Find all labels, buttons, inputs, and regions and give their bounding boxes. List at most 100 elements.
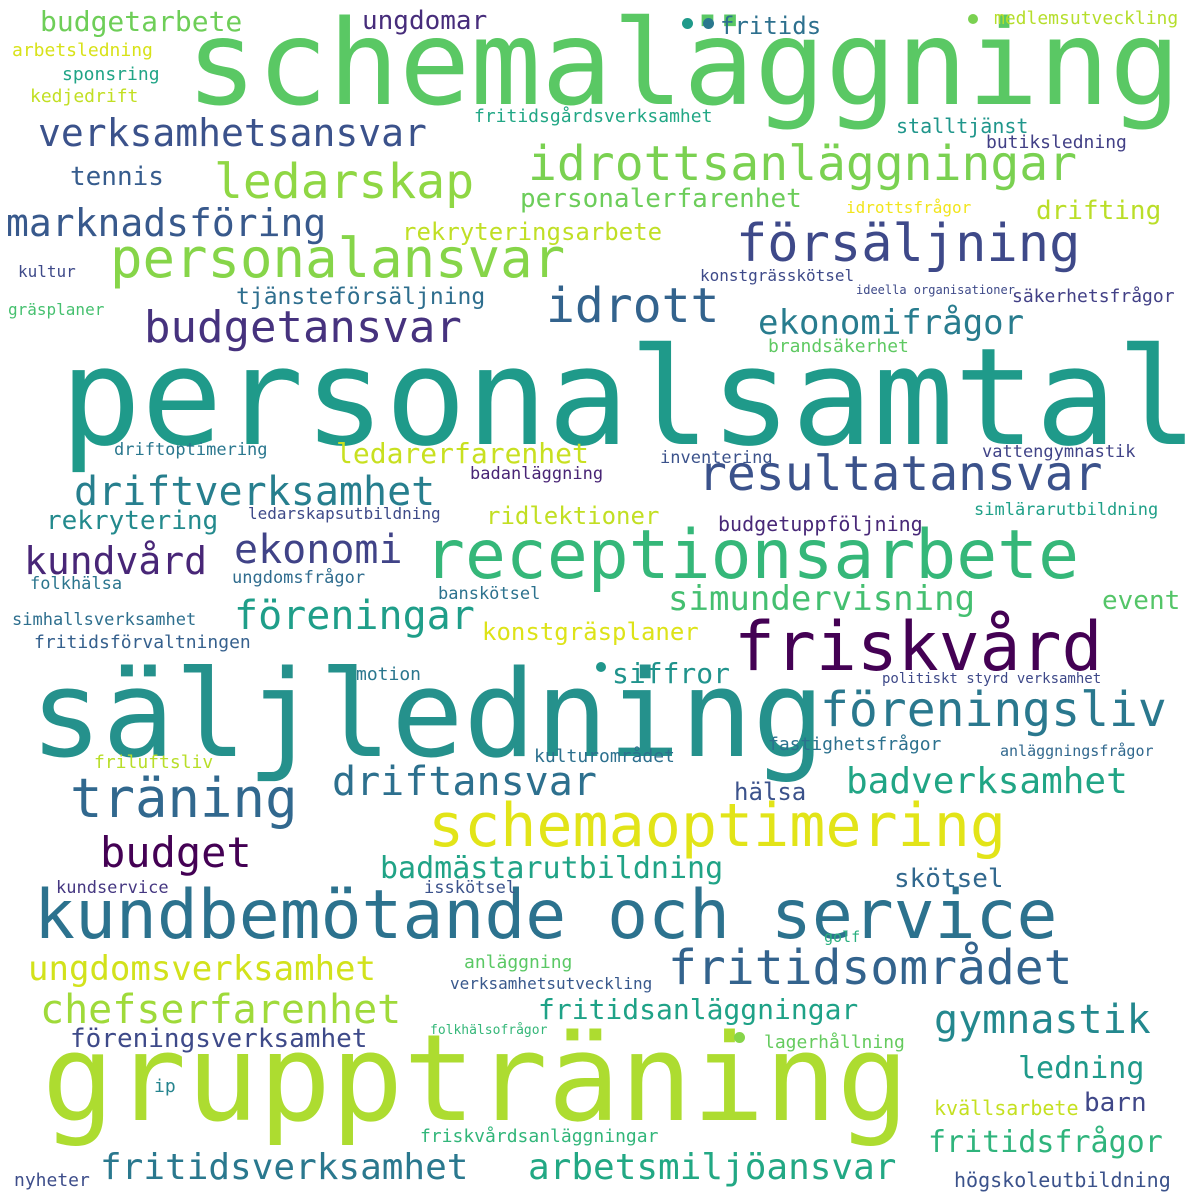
word-golf: golf [824, 928, 861, 946]
word-butiksledning: butiksledning [986, 132, 1127, 153]
word-grasplaner: gräsplaner [8, 300, 105, 319]
word-foreningar: föreningar [234, 593, 475, 639]
word-drifting: drifting [1036, 196, 1162, 226]
word-rekrytering: rekrytering [46, 506, 219, 536]
word-konstgrasskotsel: konstgrässkötsel [700, 266, 855, 285]
word-siffror: siffror [612, 657, 731, 690]
word-kedjedrift: kedjedrift [30, 86, 139, 107]
word-ledarskapsutbildning: ledarskapsutbildning [248, 504, 441, 523]
word-konstgrasplaner: konstgräsplaner [482, 618, 699, 646]
word-schemaoptimering: schemaoptimering [428, 791, 1006, 861]
word-driftansvar: driftansvar [332, 759, 597, 805]
word-arbetsmiljoansvar: arbetsmiljöansvar [528, 1147, 897, 1188]
word-vattengymnastik: vattengymnastik [982, 442, 1136, 462]
word-verksamhetsutveckling: verksamhetsutveckling [450, 974, 653, 993]
word-kundservice: kundservice [56, 878, 169, 898]
word-driftoptimering: driftoptimering [114, 440, 268, 460]
word-barn: barn [1084, 1088, 1147, 1118]
word-stalltjanst: stalltjänst [896, 114, 1029, 138]
word-simhallsverksamhet: simhallsverksamhet [12, 610, 197, 630]
word-kulturomradet: kulturområdet [534, 746, 675, 767]
word-event: event [1102, 586, 1181, 616]
word-simlararutbildning: simlärarutbildning [974, 500, 1159, 520]
word-foreningsverksamhet: föreningsverksamhet [70, 1024, 368, 1054]
word-fritidsanlaggningar: fritidsanläggningar [538, 993, 859, 1026]
word-fritidsfragor: fritidsfrågor [928, 1125, 1163, 1160]
word-sakerhetsfragor: säkerhetsfrågor [1012, 286, 1175, 307]
word-fritidsverksamhet: fritidsverksamhet [100, 1147, 469, 1188]
word-saljledning: säljledning [30, 646, 825, 785]
word-grupptraning: gruppträning [42, 1010, 909, 1149]
word-arbetsledning: arbetsledning [12, 40, 153, 61]
dot [703, 18, 714, 29]
word-badanlaggning: badanläggning [470, 464, 604, 484]
word-ungdomsverksamhet: ungdomsverksamhet [28, 949, 376, 989]
word-friskvard: friskvård [734, 608, 1103, 687]
word-idrottsanlaggningar: idrottsanläggningar [528, 136, 1078, 192]
word-fritidsomradet: fritidsområdet [668, 940, 1073, 996]
word-friskvardsanlaggningar: friskvårdsanläggningar [420, 1126, 659, 1147]
word-rekryteringsarbete: rekryteringsarbete [402, 218, 663, 246]
word-resultatansvar: resultatansvar [698, 446, 1103, 502]
word-fritidsgardsverksamhet: fritidsgårdsverksamhet [474, 106, 713, 127]
word-personalsamtal: personalsamtal [60, 319, 1198, 476]
word-ekonomifragor: ekonomifrågor [758, 303, 1025, 343]
word-halsa: hälsa [734, 778, 807, 806]
word-forsaljning: försäljning [736, 214, 1081, 274]
dot [968, 14, 978, 24]
word-fritids: fritids [720, 12, 822, 40]
word-driftverksamhet: driftverksamhet [74, 469, 436, 515]
word-politiskt-styrd-verksamhet: politiskt styrd verksamhet [882, 671, 1102, 687]
word-anlaggningsfragor: anläggningsfrågor [1000, 742, 1154, 760]
word-gymnastik: gymnastik [934, 997, 1151, 1043]
word-anlaggning: anläggning [464, 952, 573, 973]
word-motion: motion [356, 664, 422, 685]
word-tennis: tennis [70, 162, 164, 192]
word-ekonomi: ekonomi [234, 527, 403, 573]
word-brandsakerhet: brandsäkerhet [768, 336, 909, 357]
word-kundvard: kundvård [24, 539, 208, 583]
word-medlemsutveckling: medlemsutveckling [994, 8, 1179, 29]
word-budgetansvar: budgetansvar [144, 302, 462, 353]
word-marknadsforing: marknadsföring [6, 201, 327, 245]
word-budget: budget [100, 828, 252, 877]
word-verksamhetsansvar: verksamhetsansvar [38, 111, 427, 155]
word-banskotsel: banskötsel [438, 584, 541, 604]
word-ridlektioner: ridlektioner [486, 502, 660, 530]
word-folkhalsofragor: folkhälsofrågor [430, 1023, 548, 1038]
dot [734, 1032, 745, 1043]
word-personalansvar: personalansvar [110, 227, 566, 290]
word-nyheter: nyheter [14, 1170, 90, 1191]
word-ledarerfarenhet: ledarerfarenhet [336, 437, 589, 470]
word-folkhalsa: folkhälsa [30, 574, 123, 594]
dot [682, 18, 693, 29]
word-friluftsliv: friluftsliv [94, 752, 214, 773]
word-inventering: inventering [660, 448, 773, 468]
word-simundervisning: simundervisning [668, 579, 976, 619]
word-receptionsarbete: receptionsarbete [424, 516, 1080, 595]
word-skotsel: skötsel [894, 864, 1004, 894]
word-badverksamhet: badverksamhet [846, 761, 1128, 802]
word-fritidsforvaltningen: fritidsförvaltningen [34, 632, 251, 653]
word-tjanstef-rsaljning: tjänsteförsäljning [236, 284, 486, 310]
word-hogskoleutbildning: högskoleutbildning [954, 1168, 1171, 1192]
word-lagerhallning: lagerhållning [764, 1032, 905, 1053]
word-idrottsfragor: idrottsfrågor [846, 198, 972, 217]
word-foreningsliv: föreningsliv [820, 682, 1167, 738]
word-kvallsarbete: kvällsarbete [934, 1096, 1079, 1120]
word-ideella-organisationer: ideella organisationer [856, 283, 1015, 297]
word-badmastarutbildning: badmästarutbildning [380, 851, 724, 886]
word-budgetuppfoljning: budgetuppföljning [718, 512, 923, 536]
word-ungdomar: ungdomar [362, 6, 488, 36]
word-chefserfarenhet: chefserfarenhet [40, 987, 402, 1033]
word-kundbemotande-och-service: kundbemötande och service [34, 876, 1058, 955]
word-ledning: ledning [1018, 1051, 1145, 1086]
word-sponsring: sponsring [62, 64, 160, 85]
word-isskotsel: isskötsel [424, 878, 517, 898]
word-traning: träning [70, 767, 298, 830]
word-idrott: idrott [546, 278, 720, 334]
word-ungdomsfragor: ungdomsfrågor [232, 568, 366, 588]
word-personalerfarenhet: personalerfarenhet [520, 184, 802, 214]
word-fastighetsfragor: fastighetsfrågor [768, 734, 942, 755]
